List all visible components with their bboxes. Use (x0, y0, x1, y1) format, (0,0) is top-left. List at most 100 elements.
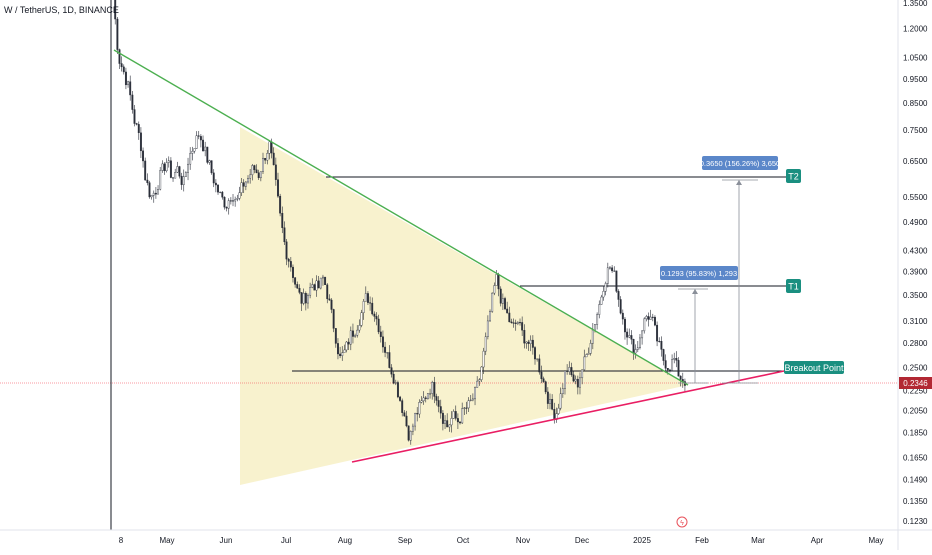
candle-body (589, 343, 592, 354)
candle-body (225, 206, 228, 209)
candle-body (238, 192, 241, 199)
candle-body (411, 425, 414, 432)
x-tick-label: 8 (119, 536, 124, 545)
t1-measure-text: 0.1293 (95.83%) 1,293 (661, 269, 737, 278)
candle-body (621, 312, 624, 320)
x-tick-label: May (868, 536, 883, 545)
candle-body (456, 418, 459, 423)
candle-body (666, 368, 669, 371)
candle-body (540, 371, 543, 379)
candle-body (600, 296, 603, 305)
candle-body (169, 160, 172, 178)
candle-body (381, 336, 384, 348)
candle-body (651, 316, 654, 318)
candle-body (416, 413, 419, 415)
candle-body (137, 124, 140, 134)
x-tick-label: Oct (457, 536, 470, 545)
candle-body (583, 356, 586, 370)
x-tick-label: Dec (575, 536, 589, 545)
candle-body (579, 377, 581, 388)
candle-body (478, 379, 481, 382)
y-tick-label: 0.2250 (903, 386, 928, 395)
event-icon[interactable] (676, 516, 688, 528)
candle-body (289, 261, 292, 268)
y-tick-label: 0.2050 (903, 407, 928, 416)
candle-body (628, 335, 631, 338)
t1-marker[interactable] (786, 279, 801, 293)
candle-body (394, 382, 397, 384)
candle-body (247, 178, 249, 183)
candle-body (542, 378, 545, 382)
candle-body (431, 382, 434, 394)
candle-body (576, 378, 579, 388)
y-tick-label: 0.6500 (903, 157, 928, 166)
candle-body (405, 415, 408, 427)
candle-body (572, 374, 575, 382)
candle-body (480, 366, 483, 380)
candle-body (668, 369, 671, 371)
candle-body (139, 132, 142, 152)
t2-measure-text: 0.3650 (156.26%) 3,650 (700, 159, 780, 168)
candle-body (129, 81, 132, 96)
candle-body (536, 358, 539, 360)
candle-body (538, 358, 541, 373)
candle-body (154, 192, 157, 195)
candle-body (662, 349, 665, 361)
breakout-marker[interactable] (784, 361, 844, 374)
candle-body (259, 171, 262, 179)
candle-body (647, 316, 650, 320)
y-tick-label: 0.2500 (903, 364, 928, 373)
candle-body (328, 298, 331, 301)
candle-body (178, 166, 181, 177)
candle-body (379, 331, 382, 337)
candle-body (197, 135, 200, 137)
candle-body (262, 157, 264, 172)
candle-body (591, 329, 594, 344)
x-tick-label: Apr (811, 536, 824, 545)
candle-body (486, 320, 489, 337)
candle-body (403, 412, 406, 417)
candle-body (199, 136, 202, 141)
candle-body (189, 153, 192, 165)
candle-body (302, 293, 305, 304)
candle-body (356, 329, 359, 336)
candle-body (352, 330, 354, 337)
candle-body (615, 270, 618, 292)
y-tick-label: 0.8500 (903, 99, 928, 108)
candle-body (531, 339, 534, 348)
triangle-layer (240, 127, 688, 485)
candle-body (512, 322, 515, 324)
candle-body (671, 359, 674, 371)
candle-body (343, 349, 346, 353)
candle-body (255, 169, 258, 173)
t2-label: T2 (788, 172, 799, 182)
x-tick-label: 2025 (633, 536, 651, 545)
candle-body (339, 353, 342, 357)
candle-body (124, 71, 127, 86)
y-tick-label: 0.1350 (903, 497, 928, 506)
lightning-icon: ϟ (680, 520, 684, 527)
candle-body (330, 299, 333, 310)
candle-body (396, 382, 399, 398)
candle-body (354, 335, 357, 337)
candle-body (349, 330, 352, 345)
candle-body (236, 198, 239, 200)
candle-body (122, 66, 125, 73)
candle-body (300, 292, 303, 304)
t1-measure-box[interactable] (660, 266, 738, 280)
x-tick-label: Mar (751, 536, 765, 545)
t2-measure-box[interactable] (702, 156, 778, 170)
candle-body (345, 341, 348, 351)
upper-trendline (113, 49, 689, 386)
candle-body (519, 322, 521, 324)
candle-body (187, 163, 189, 173)
candle-body (214, 182, 217, 186)
candle-body (257, 172, 260, 179)
x-tick-label: Jun (220, 536, 233, 545)
y-tick-label: 0.3500 (903, 291, 928, 300)
candle-body (341, 352, 344, 357)
symbol-title[interactable]: W / TetherUS, 1D, BINANCE (4, 5, 119, 15)
t2-marker[interactable] (786, 169, 801, 183)
